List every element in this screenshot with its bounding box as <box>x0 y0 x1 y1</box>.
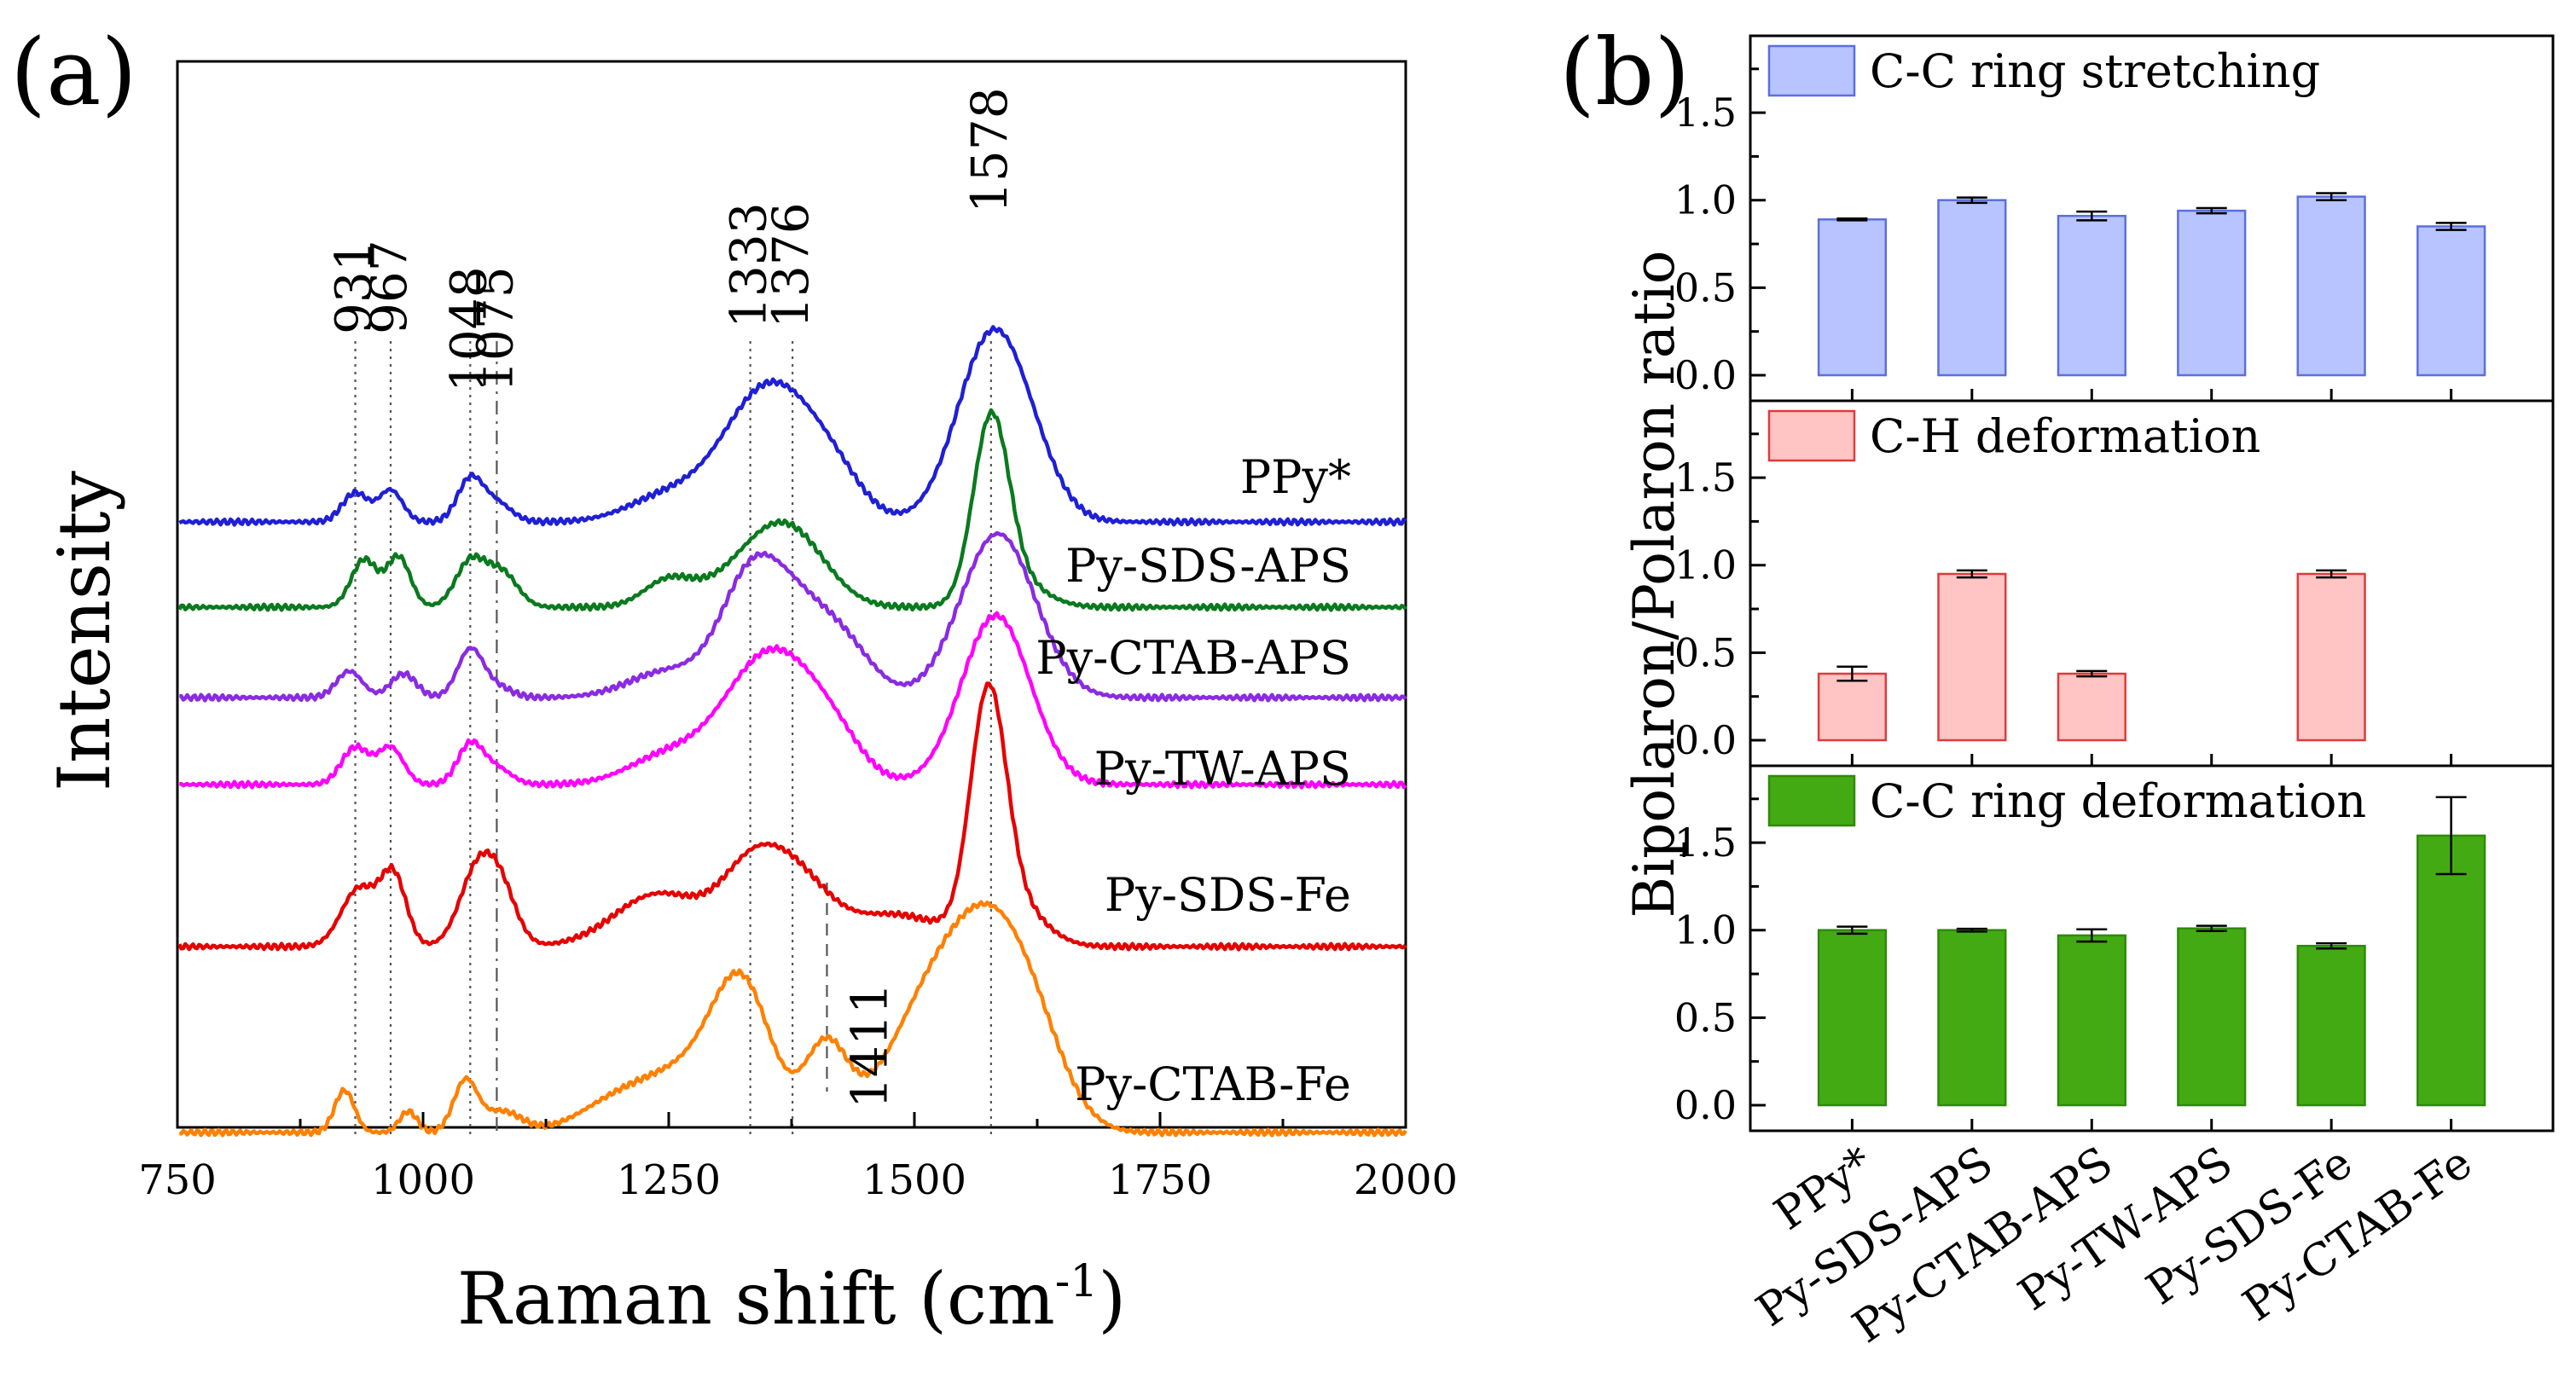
y-tick-label: 1.5 <box>1674 820 1737 866</box>
bar <box>2177 927 2247 1107</box>
error-bar <box>2316 941 2347 950</box>
error-bar <box>2316 192 2347 201</box>
error-bar <box>2196 206 2227 215</box>
peak-label-931: 931 <box>325 240 383 334</box>
bar-subpanel-3: 0.0 0.5 1.0 1.5 C-C ring deformation <box>1674 764 2555 1132</box>
y-tick-label: 1.5 <box>1674 90 1737 136</box>
panel-b: (b) Bipolaron/Polaron ratio 0.0 0.5 1.0 1.5… <box>1559 20 2555 1353</box>
x-tick-label: 1750 <box>1108 1156 1212 1204</box>
error-bar <box>1956 927 1987 933</box>
y-axis-title: Intensity <box>43 470 126 791</box>
legend-label: C-C ring deformation <box>1870 774 2366 828</box>
bar <box>2416 834 2486 1107</box>
series-label: PPy* <box>1240 450 1351 504</box>
error-bar <box>2435 222 2467 231</box>
error-bar <box>2076 669 2108 678</box>
bar <box>2416 225 2486 377</box>
legend-swatch <box>1767 409 1856 462</box>
bar-subpanels: 0.0 0.5 1.0 1.5 C-C ring stretching 0.0 0.5 1.0… <box>1674 34 2555 1132</box>
series-labels: PPy* Py-SDS-APS Py-CTAB-APS Py-TW-APS Py-SDS… <box>1036 450 1351 1111</box>
bar <box>1817 929 1888 1107</box>
y-tick-label: 0.0 <box>1674 352 1737 398</box>
bar <box>2177 209 2247 377</box>
y-tick-label: 1.0 <box>1674 177 1737 223</box>
bar <box>2057 214 2126 377</box>
series-line-py-ctab-fe <box>179 900 1407 1138</box>
error-bar <box>2076 210 2108 222</box>
x-tick-label: 1000 <box>371 1156 475 1204</box>
panel-b-label: (b) <box>1559 20 1690 126</box>
panel-a-label: (a) <box>10 20 137 126</box>
series-line-py-sds-aps <box>177 408 1407 612</box>
y-tick-label: 0.5 <box>1674 629 1737 675</box>
bar <box>2057 672 2126 742</box>
y-tick-label: 1.0 <box>1674 542 1737 588</box>
series-label: Py-TW-APS <box>1094 742 1351 796</box>
bar <box>2296 944 2366 1107</box>
series-line-py-sds-fe <box>177 681 1407 952</box>
error-bar <box>1836 925 1868 935</box>
peak-label-1333: 1333 <box>720 202 778 328</box>
x-tick-label: 2000 <box>1354 1156 1458 1204</box>
peak-label-1048: 1048 <box>439 266 497 392</box>
bar <box>2296 572 2366 742</box>
bar <box>1937 929 2007 1107</box>
y-tick-label: 0.5 <box>1674 264 1737 310</box>
bar-subpanel-2: 0.0 0.5 1.0 1.5 C-H deformation <box>1674 399 2555 768</box>
series-label: Py-CTAB-Fe <box>1075 1057 1351 1111</box>
bar <box>1817 218 1888 377</box>
error-bar <box>1956 196 1987 205</box>
x-axis-title-end: ) <box>1098 1257 1126 1341</box>
bar <box>2296 195 2366 377</box>
series-label: Py-SDS-APS <box>1065 539 1351 593</box>
bar-subpanel-1: 0.0 0.5 1.0 1.5 C-C ring stretching <box>1674 34 2555 403</box>
legend-label: C-C ring stretching <box>1870 44 2320 98</box>
bar <box>2057 934 2126 1107</box>
peak-reference-lines <box>354 341 992 1134</box>
series-line-ppy- <box>178 325 1407 527</box>
peak-label-967: 967 <box>360 240 418 334</box>
legend-swatch <box>1767 44 1856 97</box>
raman-series <box>177 325 1407 1138</box>
error-bar <box>1836 217 1868 222</box>
bar <box>1817 672 1888 742</box>
bar <box>1937 572 2007 742</box>
legend-swatch <box>1767 774 1856 827</box>
y-tick-label: 1.0 <box>1674 907 1737 953</box>
bar-y-axis-title: Bipolaron/Polaron ratio <box>1622 250 1687 918</box>
bar-category-labels: PPy*Py-SDS-APSPy-CTAB-APSPy-TW-APSPy-SDS… <box>1748 1137 2481 1353</box>
peak-label-1578: 1578 <box>960 87 1018 213</box>
error-bar <box>2196 924 2227 933</box>
series-label: Py-CTAB-APS <box>1036 631 1351 685</box>
x-tick-label: 1500 <box>862 1156 966 1204</box>
peak-label-1411: 1411 <box>841 982 899 1109</box>
x-axis-title-main: Raman shift (cm <box>457 1257 1055 1341</box>
y-tick-label: 0.5 <box>1674 994 1737 1040</box>
x-axis-title: Raman shift (cm-1) <box>457 1256 1126 1341</box>
legend-label: C-H deformation <box>1870 409 2260 463</box>
x-tick-label: 750 <box>138 1156 217 1204</box>
x-tick-label: 1250 <box>617 1156 721 1204</box>
peak-label-1376: 1376 <box>762 202 820 328</box>
y-tick-label: 0.0 <box>1674 717 1737 763</box>
subpanel-frame <box>1749 764 2555 1132</box>
series-line-py-ctab-aps <box>179 530 1407 703</box>
error-bar <box>1836 665 1868 682</box>
peak-label-1075: 1075 <box>466 266 524 392</box>
series-line-py-tw-aps <box>179 611 1407 790</box>
bar <box>1937 199 2007 377</box>
x-axis-title-sup: -1 <box>1055 1256 1099 1307</box>
y-tick-label: 1.5 <box>1674 455 1737 501</box>
error-bar <box>1956 569 1987 579</box>
series-label: Py-SDS-Fe <box>1105 868 1351 922</box>
error-bar <box>2076 928 2108 943</box>
y-tick-label: 0.0 <box>1674 1082 1737 1128</box>
error-bar <box>2316 569 2347 579</box>
error-bar <box>2435 796 2467 876</box>
x-axis: 750 1000 1250 1500 1750 2000 <box>138 1112 1458 1204</box>
